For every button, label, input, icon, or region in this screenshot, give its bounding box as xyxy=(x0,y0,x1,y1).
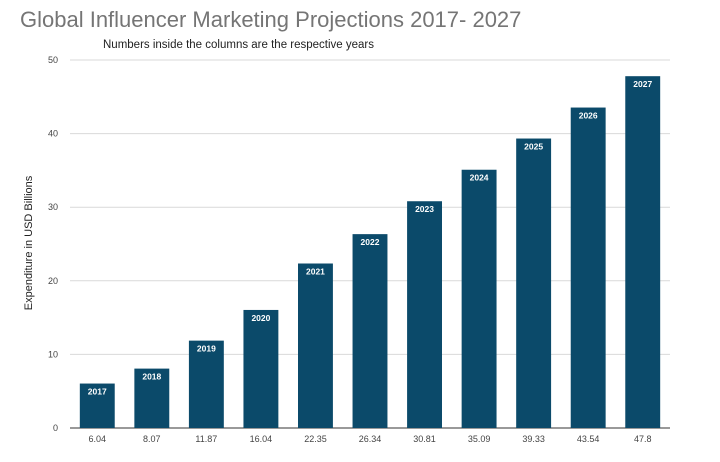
bar-year-label: 2018 xyxy=(142,372,161,382)
bar-year-label: 2025 xyxy=(524,142,543,152)
x-tick-label: 8.07 xyxy=(143,434,161,444)
x-tick-label: 35.09 xyxy=(468,434,491,444)
x-tick-label: 30.81 xyxy=(413,434,436,444)
y-axis-label: Expenditure in USD Billions xyxy=(23,175,35,310)
x-tick-label: 16.04 xyxy=(250,434,273,444)
bar-year-label: 2024 xyxy=(470,173,489,183)
bar xyxy=(461,169,497,428)
bar-year-label: 2017 xyxy=(88,387,107,397)
y-tick-label: 0 xyxy=(53,423,58,433)
bar-year-label: 2026 xyxy=(579,111,598,121)
y-axis-ticks: 0 10 20 30 40 50 xyxy=(48,55,58,433)
bar-year-label: 2022 xyxy=(361,237,380,247)
bar-labels: 2017 2018 2019 2020 2021 2022 2023 2024 2025 2026… xyxy=(88,79,653,396)
bar xyxy=(79,383,115,428)
chart-subtitle: Numbers inside the columns are the respe… xyxy=(103,39,374,51)
bar xyxy=(134,368,170,428)
bar xyxy=(188,340,224,428)
bar xyxy=(352,234,388,428)
x-tick-label: 47.8 xyxy=(634,434,652,444)
bar xyxy=(625,76,661,428)
bar-year-label: 2019 xyxy=(197,344,216,354)
bar xyxy=(243,309,279,428)
bar xyxy=(407,201,442,428)
chart-title: Global Influencer Marketing Projections … xyxy=(20,7,521,32)
y-tick-label: 10 xyxy=(48,349,58,359)
y-tick-label: 40 xyxy=(48,129,58,139)
bar xyxy=(570,107,606,429)
y-tick-label: 20 xyxy=(48,276,58,286)
x-tick-label: 39.33 xyxy=(522,434,545,444)
bar-year-label: 2020 xyxy=(251,313,270,323)
x-axis-ticks: 6.04 8.07 11.87 16.04 22.35 26.34 30.81 35.09 39… xyxy=(89,434,652,444)
bar-year-label: 2027 xyxy=(633,79,652,89)
y-tick-label: 30 xyxy=(48,202,58,212)
y-tick-label: 50 xyxy=(48,55,58,65)
x-tick-label: 22.35 xyxy=(304,434,327,444)
bar xyxy=(516,138,552,429)
bar xyxy=(298,263,333,428)
bars xyxy=(79,76,661,429)
bar-year-label: 2023 xyxy=(415,204,434,214)
bar-year-label: 2021 xyxy=(306,267,325,277)
x-tick-label: 6.04 xyxy=(89,434,107,444)
x-tick-label: 11.87 xyxy=(195,434,217,444)
x-tick-label: 26.34 xyxy=(359,434,382,444)
x-tick-label: 43.54 xyxy=(577,434,600,444)
